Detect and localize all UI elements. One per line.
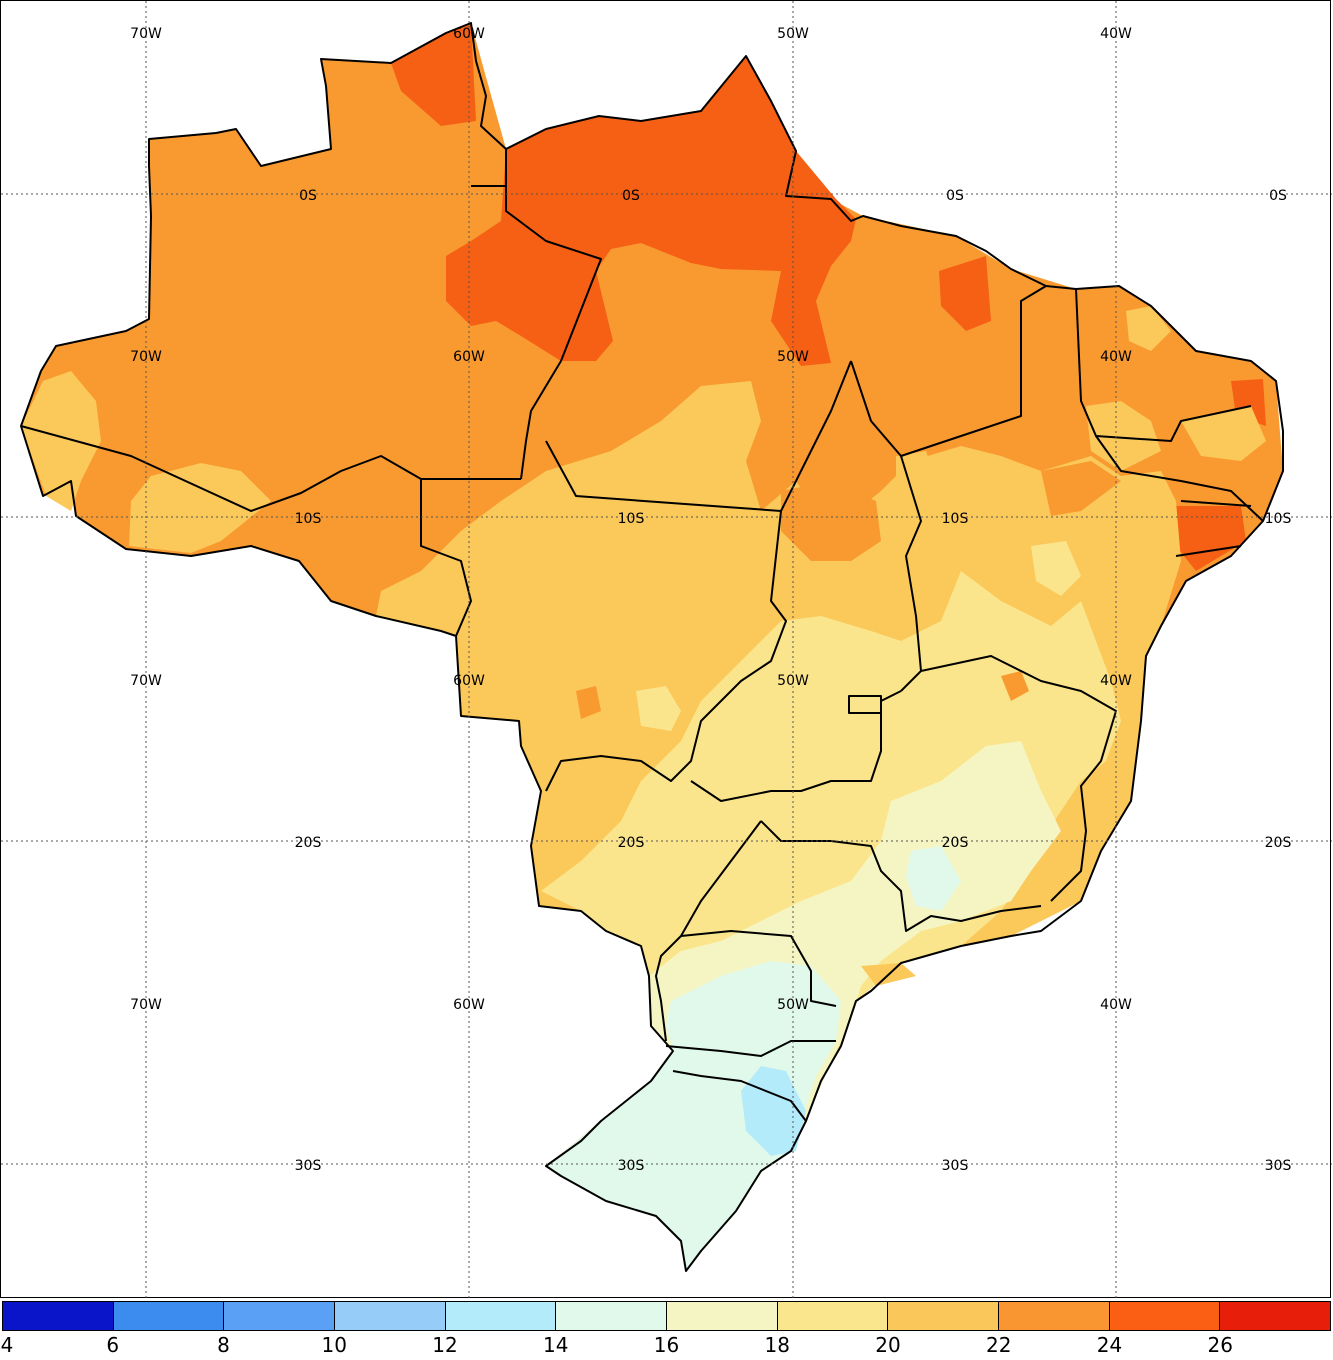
temperature-region-warm xyxy=(896,451,936,501)
latitude-label: 30S xyxy=(942,1158,969,1174)
state-border xyxy=(665,1040,836,1057)
colorbar-tick-label: 10 xyxy=(321,1333,347,1357)
state-border xyxy=(690,690,902,802)
colorbar-swatch xyxy=(1220,1302,1331,1330)
latitude-label: 20S xyxy=(942,835,969,851)
state-border xyxy=(1095,435,1264,522)
latitude-label: 20S xyxy=(1265,835,1292,851)
colorbar-swatch xyxy=(1109,1302,1221,1330)
colorbar-tick-label: 16 xyxy=(653,1333,680,1357)
colorbar-swatch xyxy=(224,1302,336,1330)
latitude-label: 30S xyxy=(295,1158,322,1174)
temperature-region-mild xyxy=(1031,541,1081,596)
state-border xyxy=(655,820,762,1042)
colorbar-swatch xyxy=(777,1302,889,1330)
colorbar-swatch xyxy=(888,1302,1000,1330)
colorbar-tick-label: 4 xyxy=(0,1333,14,1357)
temperature-region-hot xyxy=(576,686,601,719)
latitude-label: 0S xyxy=(299,188,317,204)
temperature-region-warm xyxy=(21,371,101,511)
colorbar-tick-label: 8 xyxy=(217,1333,230,1357)
longitude-label: 50W xyxy=(777,673,809,689)
state-border xyxy=(420,479,472,637)
temperature-region-warm xyxy=(129,463,271,553)
colorbar-swatch xyxy=(3,1302,114,1330)
colorbar-swatch xyxy=(556,1302,668,1330)
latitude-label: 20S xyxy=(618,835,645,851)
longitude-label: 60W xyxy=(453,673,485,689)
longitude-label: 70W xyxy=(130,26,162,42)
temperature-region-hot xyxy=(781,481,881,561)
colorbar-tick-label: 24 xyxy=(1096,1333,1123,1357)
longitude-label: 50W xyxy=(777,349,809,365)
country-outline xyxy=(20,22,1284,1272)
colorbar-swatch xyxy=(335,1302,446,1330)
temperature-region-warm xyxy=(1181,406,1266,461)
state-border xyxy=(20,425,521,512)
temperature-region-very-hot xyxy=(1176,506,1246,571)
state-border xyxy=(848,695,882,714)
colorbar-tick-label: 18 xyxy=(764,1333,790,1357)
state-border xyxy=(760,820,1042,932)
state-border xyxy=(920,655,1117,902)
state-border xyxy=(672,1070,807,1122)
colorbar-swatch xyxy=(667,1302,778,1330)
longitude-label: 60W xyxy=(453,997,485,1013)
state-border xyxy=(1175,545,1242,557)
longitude-label: 40W xyxy=(1100,26,1132,42)
map-frame: 70W 60W 50W 40W 70W 60W 50W 40W 70W 60W 50W 40W 70W 6… xyxy=(0,0,1332,1299)
latitude-label: 30S xyxy=(618,1158,645,1174)
colorbar-tick-label: 26 xyxy=(1207,1333,1233,1357)
colorbar-swatch xyxy=(113,1302,225,1330)
temperature-region-warm xyxy=(1086,401,1161,471)
temperature-region-very-hot xyxy=(446,56,856,366)
colorbar-swatch xyxy=(999,1302,1110,1330)
temperature-region-hot xyxy=(1001,671,1029,701)
latitude-label: 10S xyxy=(295,511,322,527)
state-border xyxy=(900,455,922,692)
colorbar-tick-label: 6 xyxy=(106,1333,120,1357)
state-border xyxy=(1075,288,1252,442)
latitude-label: 10S xyxy=(1265,511,1292,527)
latitude-label: 30S xyxy=(1265,1158,1292,1174)
temperature-region-mild xyxy=(636,686,681,731)
temperature-region-warm xyxy=(1126,306,1171,351)
longitude-label: 70W xyxy=(130,349,162,365)
temperature-region-cold xyxy=(906,846,961,911)
longitude-label: 60W xyxy=(453,26,485,42)
latitude-label: 0S xyxy=(946,188,964,204)
colorbar-tick-label: 14 xyxy=(543,1333,569,1357)
temperature-map: 70W 60W 50W 40W 70W 60W 50W 40W 70W 60W 50W 40W 70W 6… xyxy=(1,1,1332,1299)
state-border xyxy=(1180,500,1252,507)
temperature-region-very-hot xyxy=(939,256,991,331)
longitude-label: 50W xyxy=(777,997,809,1013)
latitude-label: 10S xyxy=(618,511,645,527)
state-border xyxy=(850,285,1047,457)
latitude-label: 10S xyxy=(942,511,969,527)
state-border xyxy=(505,186,602,480)
colorbar-tick-label: 22 xyxy=(986,1333,1012,1357)
longitude-label: 40W xyxy=(1100,673,1132,689)
state-border xyxy=(545,510,787,792)
latitude-label: 0S xyxy=(1269,188,1287,204)
state-border xyxy=(545,360,852,512)
longitude-label: 70W xyxy=(130,997,162,1013)
colorbar xyxy=(2,1301,1331,1331)
longitude-label: 70W xyxy=(130,673,162,689)
longitude-label: 50W xyxy=(777,26,809,42)
latitude-label: 20S xyxy=(295,835,322,851)
temperature-region-hot xyxy=(1041,461,1121,516)
colorbar-tick-label: 20 xyxy=(875,1333,901,1357)
longitude-label: 60W xyxy=(453,349,485,365)
temperature-region-very-hot xyxy=(391,23,476,126)
longitude-label: 40W xyxy=(1100,997,1132,1013)
latitude-label: 0S xyxy=(622,188,640,204)
temperature-region-cold xyxy=(546,961,841,1271)
colorbar-swatch xyxy=(445,1302,557,1330)
longitude-label: 40W xyxy=(1100,349,1132,365)
colorbar-tick-label: 12 xyxy=(432,1333,458,1357)
state-border xyxy=(680,930,837,1007)
